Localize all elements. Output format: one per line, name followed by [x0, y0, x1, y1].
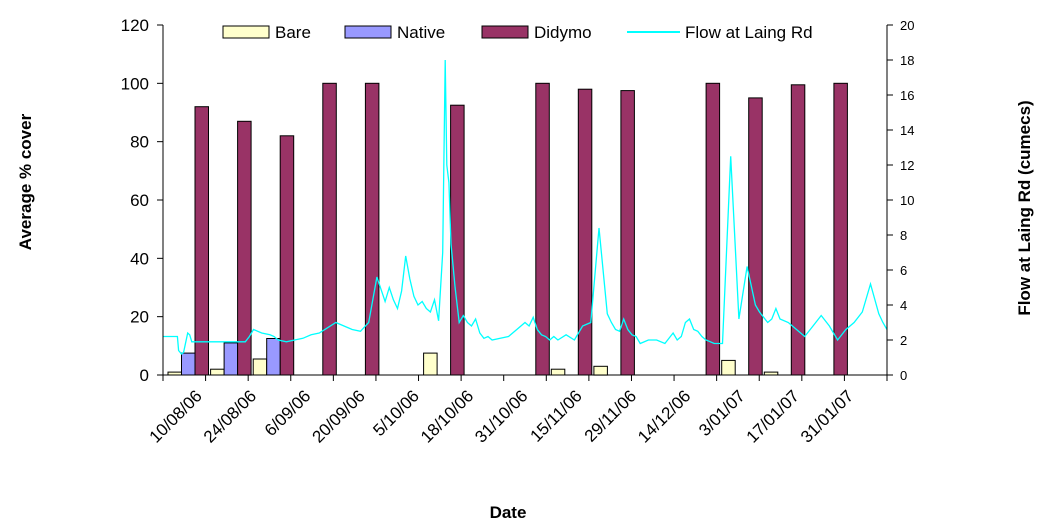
y-tick-label: 80 — [130, 133, 149, 152]
x-tick-label: 15/11/06 — [526, 386, 585, 445]
bar-bare-11 — [593, 365, 608, 376]
bar-bare-10 — [550, 368, 566, 376]
bar-didymo-7 — [450, 104, 465, 376]
flow-layer — [163, 59, 888, 355]
bar-didymo-9 — [535, 82, 550, 376]
x-axis-title: Date — [490, 503, 527, 522]
y-tick-label: 60 — [130, 191, 149, 210]
x-tick-label: 18/10/06 — [417, 386, 477, 446]
y2-tick-label: 12 — [900, 158, 914, 173]
bar-bare-2 — [210, 368, 225, 376]
x-tick-label: 10/08/06 — [146, 386, 206, 446]
y2-tick-label: 20 — [900, 18, 914, 33]
x-tick-label: 20/09/06 — [308, 386, 368, 446]
legend: Bare Native Didymo Flow at Laing Rd — [222, 23, 813, 42]
y-tick-label: 120 — [121, 16, 149, 35]
y-axis-title: Average % cover — [16, 113, 35, 250]
y2-tick-label: 14 — [900, 123, 914, 138]
bar-didymo-1 — [194, 106, 209, 376]
y2-tick-label: 8 — [900, 228, 907, 243]
bar-didymo-14 — [748, 97, 763, 376]
y2-tick-label: 18 — [900, 53, 914, 68]
x-tick-label: 17/01/07 — [743, 386, 803, 446]
bar-native-1 — [181, 352, 196, 376]
y2-tick-label: 4 — [900, 298, 907, 313]
bar-didymo-10 — [577, 88, 593, 376]
legend-swatch-bare — [222, 25, 270, 39]
y2-tick-label: 16 — [900, 88, 914, 103]
legend-label-bare: Bare — [275, 23, 311, 42]
y-tick-label: 100 — [121, 74, 149, 93]
bar-didymo-5 — [364, 82, 380, 376]
bar-didymo-13 — [705, 82, 721, 376]
y2-tick-label: 10 — [900, 193, 914, 208]
bar-didymo-16 — [833, 82, 848, 376]
bar-didymo-3 — [279, 135, 295, 376]
x-tick-label: 24/08/06 — [200, 386, 260, 446]
y2-tick-label: 0 — [900, 368, 907, 383]
legend-label-native: Native — [397, 23, 445, 42]
y-tick-label: 0 — [140, 366, 149, 385]
x-tick-label: 31/10/06 — [471, 386, 531, 446]
x-tick-label: 5/10/06 — [369, 386, 423, 440]
bar-bare-14 — [721, 359, 736, 376]
bar-native-3 — [266, 338, 281, 376]
bars-layer — [167, 82, 848, 376]
bar-didymo-11 — [620, 90, 635, 376]
y2-axis-title: Flow at Laing Rd (cumecs) — [1015, 100, 1034, 315]
x-tick-label: 14/12/06 — [634, 386, 694, 446]
legend-label-didymo: Didymo — [534, 23, 592, 42]
x-tick-label: 6/09/06 — [261, 386, 315, 440]
x-tick-label: 3/01/07 — [695, 386, 749, 440]
x-tick-label: 29/11/06 — [581, 386, 640, 445]
y2-tick-label: 2 — [900, 333, 907, 348]
flow-series-line — [163, 59, 888, 355]
x-tick-label: 31/01/07 — [797, 386, 857, 446]
legend-swatch-native — [344, 25, 392, 39]
bar-native-2 — [223, 342, 239, 376]
legend-label-flow: Flow at Laing Rd — [685, 23, 813, 42]
bar-didymo-4 — [322, 82, 337, 376]
y-tick-label: 40 — [130, 249, 149, 268]
y2-tick-label: 6 — [900, 263, 907, 278]
y-tick-label: 20 — [130, 308, 149, 327]
bar-bare-7 — [423, 352, 438, 376]
legend-swatch-didymo — [481, 25, 529, 39]
bar-bare-3 — [252, 358, 268, 376]
